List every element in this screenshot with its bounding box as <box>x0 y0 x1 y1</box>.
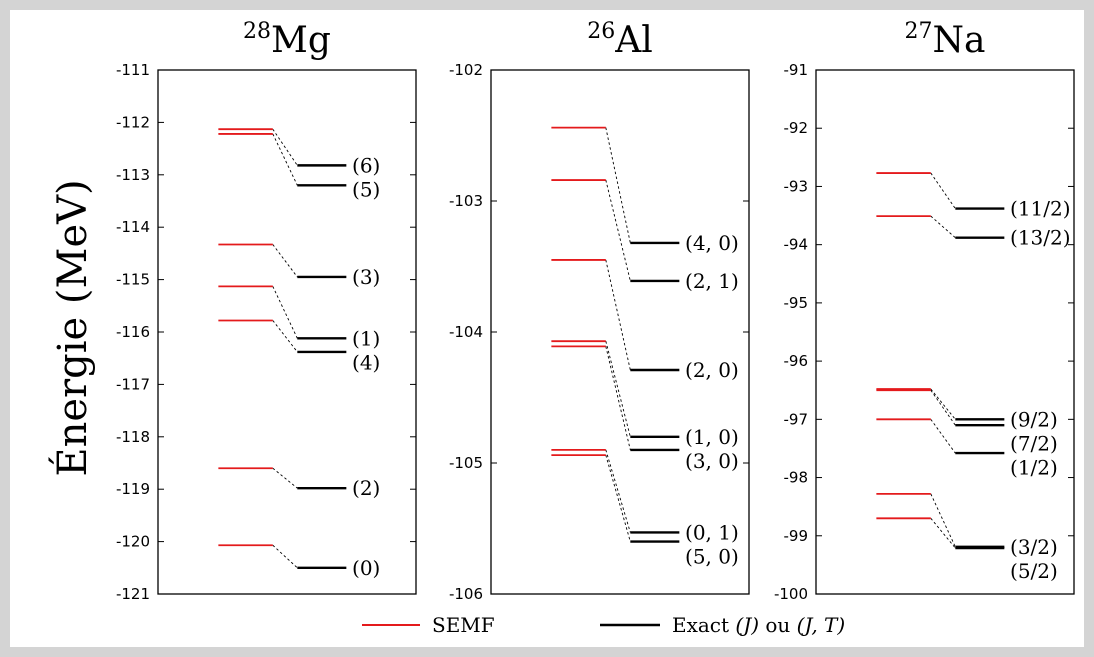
level-connector <box>605 259 631 371</box>
exact-level-label: (4) <box>352 350 380 374</box>
level-connector <box>930 215 956 239</box>
exact-level-label: (0) <box>352 556 380 580</box>
y-tick-label: -116 <box>116 323 150 341</box>
y-tick-label: -119 <box>116 480 150 498</box>
y-tick-label: -97 <box>784 410 809 428</box>
y-tick-label: -120 <box>116 533 150 551</box>
y-tick-label: -103 <box>449 192 483 210</box>
y-tick-label: -99 <box>784 527 809 545</box>
y-tick-label: -105 <box>449 454 483 472</box>
panel-title: 28Mg <box>243 19 331 61</box>
panels: -111 -112 -113 -114 -115 -116 -117 -118 -119 -120… <box>116 19 1075 603</box>
exact-level-label: (1, 0) <box>685 425 739 449</box>
y-tick-label: -93 <box>784 177 809 195</box>
level-connector <box>605 449 631 533</box>
y-tick-label: -98 <box>784 469 809 487</box>
panel-na27: -91 -92 -93 -94 -95 -96 -97 -98 -99 -100 27Na (11/2… <box>774 19 1075 603</box>
legend-exact-label: Exact (J) ou (J, T) <box>672 613 845 637</box>
y-tick-label: -121 <box>116 585 150 603</box>
exact-level-label: (0, 1) <box>685 520 739 544</box>
y-tick-label: -104 <box>449 323 483 341</box>
level-connector <box>272 133 298 186</box>
level-connector <box>605 455 631 542</box>
exact-level-label: (5) <box>352 177 380 201</box>
exact-level-label: (1) <box>352 326 380 350</box>
y-axis-label: Énergie (MeV) <box>49 179 96 476</box>
level-connector <box>272 286 298 339</box>
exact-level-label: (6) <box>352 153 380 177</box>
level-connector <box>605 127 631 244</box>
y-tick-label: -112 <box>116 113 150 131</box>
level-connector <box>930 389 956 426</box>
exact-level-label: (2) <box>352 476 380 500</box>
exact-level-label: (3, 0) <box>685 449 739 473</box>
level-connector <box>605 341 631 437</box>
level-connector <box>272 320 298 353</box>
panel-title: 26Al <box>587 19 653 61</box>
level-connector <box>272 128 298 166</box>
level-connector <box>272 244 298 278</box>
y-tick-label: -114 <box>116 218 150 236</box>
exact-level-label: (3/2) <box>1010 535 1058 559</box>
y-tick-label: -91 <box>784 61 809 79</box>
y-tick-label: -118 <box>116 428 150 446</box>
panel-mg28: -111 -112 -113 -114 -115 -116 -117 -118 -119 -120… <box>116 19 417 603</box>
y-tick-label: -117 <box>116 375 150 393</box>
exact-level-label: (13/2) <box>1010 226 1071 250</box>
panel-al26: -102 -103 -104 -105 -106 26Al (4, 0) (2, 1) (2, … <box>449 19 750 603</box>
y-tick-label: -102 <box>449 61 483 79</box>
exact-level-label: (3) <box>352 265 380 289</box>
y-tick-label: -95 <box>784 294 809 312</box>
panel-title: 27Na <box>905 19 986 61</box>
legend: SEMF Exact (J) ou (J, T) <box>362 613 845 637</box>
level-connector <box>605 346 631 451</box>
y-tick-label: -106 <box>449 585 483 603</box>
plot-frame <box>815 69 1075 595</box>
y-tick-label: -113 <box>116 166 150 184</box>
level-connector <box>930 172 956 209</box>
y-tick-label: -100 <box>774 585 808 603</box>
exact-level-label: (9/2) <box>1010 407 1058 431</box>
level-connector <box>272 467 298 489</box>
exact-level-label: (7/2) <box>1010 431 1058 455</box>
exact-level-label: (2, 1) <box>685 269 739 293</box>
y-tick-label: -115 <box>116 271 150 289</box>
level-connector <box>930 493 956 548</box>
y-tick-label: -92 <box>784 119 809 137</box>
level-connector <box>930 518 956 549</box>
level-scheme-chart: -111 -112 -113 -114 -115 -116 -117 -118 -119 -120… <box>49 19 1075 637</box>
y-tick-label: -96 <box>784 352 809 370</box>
y-tick-label: -111 <box>116 61 150 79</box>
exact-level-label: (5/2) <box>1010 559 1058 583</box>
exact-level-label: (1/2) <box>1010 455 1058 479</box>
level-connector <box>272 544 298 569</box>
level-connector <box>930 419 956 454</box>
figure-frame: -111 -112 -113 -114 -115 -116 -117 -118 -119 -120… <box>10 10 1084 647</box>
level-connector <box>930 388 956 420</box>
legend-semf-label: SEMF <box>432 613 495 637</box>
exact-level-label: (2, 0) <box>685 358 739 382</box>
exact-level-label: (4, 0) <box>685 231 739 255</box>
exact-level-label: (5, 0) <box>685 544 739 568</box>
y-tick-label: -94 <box>784 236 809 254</box>
exact-level-label: (11/2) <box>1010 197 1071 221</box>
plot-frame <box>490 69 750 595</box>
level-connector <box>605 179 631 282</box>
